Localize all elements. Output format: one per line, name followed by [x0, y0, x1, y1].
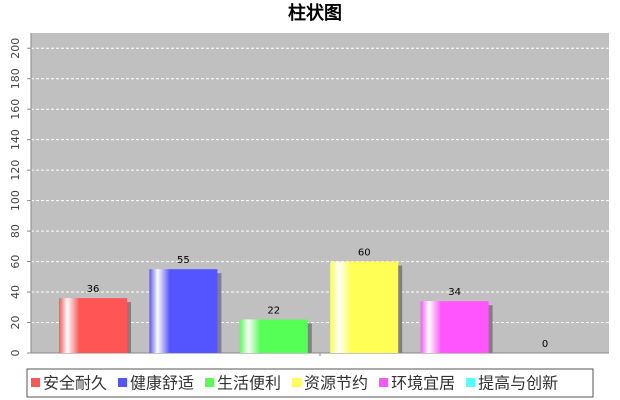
y-tick-label: 40: [9, 285, 22, 299]
y-tick-label: 20: [9, 316, 22, 330]
legend-label: 安全耐久: [43, 374, 107, 393]
legend-swatch: [292, 378, 302, 387]
legend-label: 生活便利: [217, 374, 281, 393]
y-tick-label: 180: [9, 68, 22, 89]
value-label: 0: [542, 339, 548, 350]
value-label: 22: [267, 305, 280, 316]
bar: [59, 298, 127, 353]
legend-swatch: [466, 378, 476, 387]
value-label: 34: [448, 287, 461, 298]
bar: [149, 269, 218, 353]
legend-swatch: [118, 378, 128, 387]
legend-label: 环境宜居: [391, 374, 455, 393]
y-tick-label: 120: [9, 160, 22, 181]
y-tick-label: 0: [9, 350, 22, 357]
bar: [420, 301, 489, 353]
value-label: 36: [87, 284, 100, 295]
legend-swatch: [379, 378, 389, 387]
legend-label: 提高与创新: [478, 374, 558, 393]
value-label: 60: [358, 248, 371, 259]
y-tick-label: 80: [9, 224, 22, 238]
y-tick-label: 100: [9, 190, 22, 211]
legend-label: 健康舒适: [130, 374, 194, 393]
legend-swatch: [205, 378, 215, 387]
bar: [330, 261, 399, 353]
plot-area: [31, 33, 609, 353]
legend-label: 资源节约: [304, 374, 368, 393]
y-tick-label: 160: [9, 99, 22, 120]
y-tick-label: 140: [9, 129, 22, 150]
chart-title: 柱状图: [288, 2, 342, 24]
bar: [239, 319, 308, 353]
y-tick-label: 60: [9, 255, 22, 269]
value-label: 55: [177, 255, 190, 266]
y-tick-label: 200: [9, 38, 22, 59]
legend-swatch: [31, 378, 40, 387]
